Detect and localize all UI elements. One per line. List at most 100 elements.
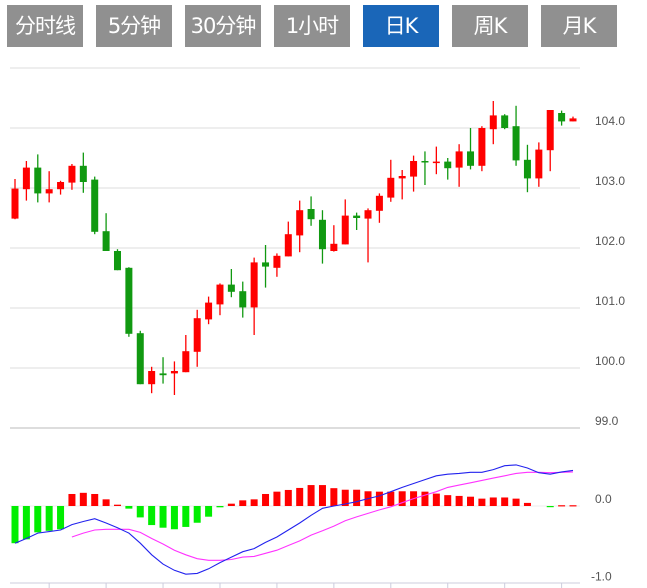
macd-bar (284, 489, 292, 506)
candle (136, 330, 144, 385)
candle (569, 116, 577, 122)
candle (22, 161, 30, 201)
tab-minute-line[interactable]: 分时线 (7, 5, 83, 47)
candle-body (216, 284, 224, 305)
dif-line (14, 464, 574, 575)
candle-body (193, 318, 201, 352)
candle-body (284, 234, 292, 257)
macd-bar (341, 489, 349, 506)
candle-body (250, 262, 258, 308)
macd-bar (318, 485, 326, 506)
candle-body (182, 351, 190, 373)
price-tick-label: 104.0 (595, 114, 625, 128)
macd-bar (68, 493, 76, 506)
candle (307, 196, 315, 226)
candle-body (227, 284, 235, 292)
tab-weekly-k[interactable]: 周K (452, 5, 528, 47)
macd-bar (273, 491, 281, 506)
tab-daily-k[interactable]: 日K (363, 5, 439, 47)
candle (432, 146, 440, 175)
candle-body (455, 151, 463, 168)
candle (102, 213, 110, 251)
candle (353, 212, 361, 230)
candle-body (478, 128, 486, 166)
candle (182, 335, 190, 373)
price-tick-label: 100.0 (595, 354, 625, 368)
candle-body (501, 115, 509, 128)
macd-bar (558, 505, 566, 507)
candle (387, 159, 395, 202)
candle (535, 142, 543, 187)
candle (478, 126, 486, 172)
macd-bar (136, 506, 144, 518)
candle-body (410, 161, 418, 177)
tab-monthly-k[interactable]: 月K (541, 5, 617, 47)
macd-bar (102, 499, 110, 506)
candle (296, 200, 304, 253)
candle (512, 105, 520, 166)
macd-bar (455, 495, 463, 506)
candle-body (34, 167, 42, 194)
candle (216, 283, 224, 316)
candle (193, 309, 201, 367)
macd-bar (79, 492, 87, 506)
macd-bar (11, 506, 19, 544)
candle (239, 281, 247, 318)
candle (79, 152, 87, 193)
macd-bar (159, 506, 167, 528)
price-tick-label: 101.0 (595, 294, 625, 308)
candle-body (239, 291, 247, 308)
macd-bar (330, 488, 338, 506)
candle-body (375, 195, 383, 211)
macd-bar (262, 493, 270, 506)
candle (341, 199, 349, 245)
candle-body (159, 373, 167, 376)
candle (375, 193, 383, 223)
macd-tick-label: -1.0 (591, 570, 612, 584)
price-tick-label: 103.0 (595, 174, 625, 188)
macd-bar (375, 491, 383, 506)
macd-bar (182, 506, 190, 527)
candle (91, 176, 99, 235)
candle (227, 269, 235, 298)
macd-bar (113, 504, 121, 506)
candle-body (467, 151, 475, 166)
candles (11, 101, 577, 395)
candle (125, 267, 133, 337)
macd-bar (467, 496, 475, 506)
candle-body (569, 118, 577, 122)
candle (421, 151, 429, 185)
candle-body (489, 115, 497, 130)
candle (546, 110, 554, 172)
candle-body (57, 182, 65, 190)
candle (45, 171, 53, 203)
candle-body (512, 126, 520, 161)
candle-body (262, 262, 270, 267)
tab-30min[interactable]: 30分钟 (185, 5, 261, 47)
candle (398, 170, 406, 200)
candle-body (148, 371, 156, 385)
price-tick-label: 99.0 (595, 414, 619, 428)
macd-panel (10, 464, 580, 588)
macd-bar (421, 491, 429, 506)
macd-bar (91, 493, 99, 506)
candle-body (341, 215, 349, 245)
macd-bar (216, 506, 224, 508)
macd-tick-label: 0.0 (595, 492, 612, 506)
macd-bar (353, 489, 361, 506)
macd-bar (227, 503, 235, 506)
macd-bar (148, 506, 156, 526)
macd-bar (193, 506, 201, 523)
candle-body (364, 210, 372, 219)
tab-5min[interactable]: 5分钟 (96, 5, 172, 47)
candle-body (307, 209, 315, 220)
candle (113, 249, 121, 271)
macd-bar (478, 498, 486, 506)
candle (68, 164, 76, 190)
candle (205, 296, 213, 325)
candle-body (136, 333, 144, 385)
tab-1hour[interactable]: 1小时 (274, 5, 350, 47)
macd-bar (489, 497, 497, 506)
candle (159, 357, 167, 384)
candle (57, 180, 65, 195)
